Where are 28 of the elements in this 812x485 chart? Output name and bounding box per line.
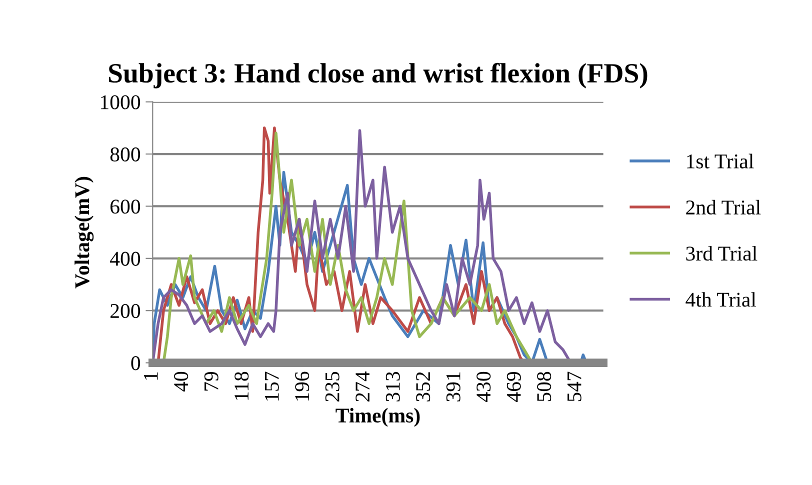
x-tick-label: 469 (506, 372, 521, 402)
y-tick-label: 200 (110, 304, 140, 318)
x-tick-label: 508 (537, 372, 552, 402)
x-tick-label: 235 (325, 372, 340, 402)
y-tick-label: 600 (110, 200, 140, 214)
x-axis-title: Time(ms) (336, 408, 420, 427)
y-tick-label: 400 (110, 252, 140, 266)
legend-label: 1st Trial (687, 154, 754, 168)
legend-label: 2nd Trial (686, 200, 761, 215)
legend-label: 4th Trial (686, 292, 756, 307)
x-tick-label: 430 (476, 372, 491, 402)
legend-label: 3rd Trial (686, 246, 758, 261)
y-tick-label: 800 (110, 147, 140, 162)
x-tick-label: 196 (295, 372, 310, 401)
chart-title: Subject 3: Hand close and wrist flexion (FDS) (109, 62, 648, 88)
x-tick-label: 40 (174, 372, 188, 392)
x-tick-label: 157 (264, 372, 279, 401)
x-tick-label: 352 (416, 372, 430, 402)
x-tick-label: 391 (446, 372, 460, 402)
x-tick-label: 1 (144, 372, 158, 380)
x-tick-label: 547 (567, 372, 582, 402)
x-tick-label: 118 (234, 372, 249, 400)
x-tick-label: 313 (386, 372, 400, 402)
y-tick-label: 1000 (101, 95, 140, 110)
x-tick-label: 79 (204, 372, 218, 391)
x-tick-label: 274 (356, 371, 370, 402)
y-tick-label: 0 (131, 356, 140, 370)
y-axis-title: Voltage(mV) (74, 176, 94, 288)
